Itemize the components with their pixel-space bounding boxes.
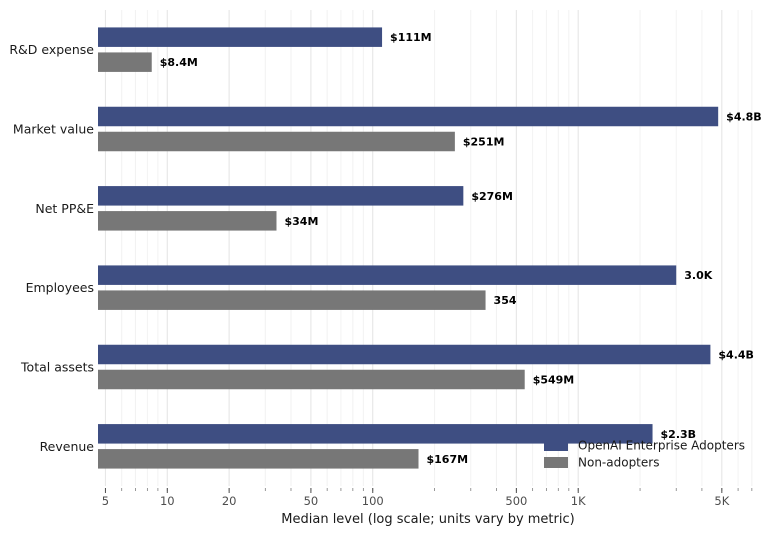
category-label: Revenue [40,439,95,454]
non-adopters-bar [98,52,152,72]
non-adopters-bar [98,290,486,310]
adopters-bar [98,186,464,206]
x-tick-label: 20 [222,494,237,508]
bar-labels: $111M $8.4M $4.8B $251M $276M $34M 3.0K 354 $4.4… [160,31,762,466]
adopters-bar [98,106,719,127]
category-label: Market value [13,122,94,137]
grid-lines [104,10,753,486]
bar-value-label: 354 [494,294,517,307]
bars [98,27,719,469]
bar-value-label: $34M [284,215,318,228]
legend-label: Non-adopters [578,456,659,470]
legend: OpenAI Enterprise Adopters Non-adopters [544,439,745,470]
bar-value-label: $276M [471,190,513,203]
x-tick-label: 100 [362,494,384,508]
bar-value-label: $4.4B [718,349,754,362]
non-adopters-bar [98,369,525,390]
bar-value-label: $2.3B [661,428,697,441]
category-label: Total assets [20,360,94,375]
x-tick-label: 50 [304,494,319,508]
x-tick-label: 5K [714,494,729,508]
x-tick-label: 10 [160,494,175,508]
bar-value-label: $251M [463,136,505,149]
category-label: R&D expense [9,42,94,57]
bar-value-label: $8.4M [160,56,198,69]
legend-label: OpenAI Enterprise Adopters [578,439,745,453]
adopters-bar [98,265,677,285]
x-tick-label: 500 [505,494,527,508]
adopters-bar [98,424,653,444]
adopters-bar [98,27,383,47]
x-axis: 5 10 20 50 100 500 1K 5K [102,488,753,508]
bar-value-label: $4.8B [726,111,762,124]
legend-swatch [544,440,568,451]
bar-value-label: $111M [390,31,432,44]
category-labels: R&D expense Market value Net PP&E Employees… [9,42,94,454]
adopters-bar [98,344,711,365]
non-adopters-bar [98,211,277,231]
x-tick-label: 5 [102,494,109,508]
category-label: Net PP&E [35,201,94,216]
category-label: Employees [26,280,94,295]
bar-value-label: $549M [533,374,575,387]
x-tick-label: 1K [571,494,586,508]
x-axis-title: Median level (log scale; units vary by m… [281,512,574,527]
non-adopters-bar [98,131,455,152]
bar-value-label: 3.0K [684,269,712,282]
bar-value-label: $167M [427,453,469,466]
non-adopters-bar [98,449,419,469]
legend-swatch [544,457,568,468]
